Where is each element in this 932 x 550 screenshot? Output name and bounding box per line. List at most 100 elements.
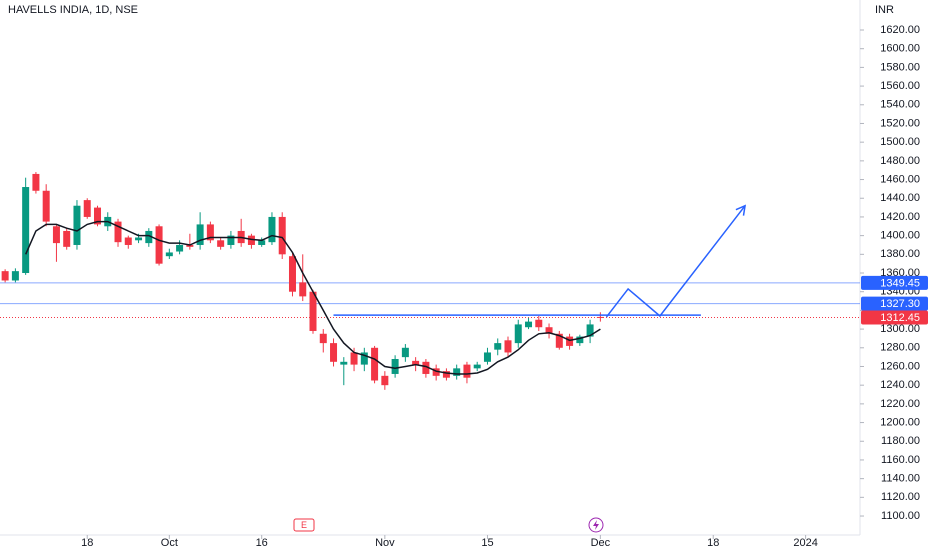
candle-body [93,207,101,225]
candle-body [483,352,491,362]
candle-body [196,224,204,245]
candle [525,317,533,330]
y-tick-label: 1520.00 [880,117,920,129]
candle [514,319,522,348]
earnings-event[interactable]: E [293,518,315,532]
candle-body [42,190,50,222]
x-tick-label: Oct [161,537,178,549]
candle [494,338,502,356]
candle-body [535,319,543,328]
candle [442,368,450,381]
y-tick-label: 1200.00 [880,416,920,428]
candle [217,237,225,250]
y-tick-label: 1420.00 [880,211,920,223]
candle [555,330,563,350]
candle [165,248,173,259]
level-label: 1327.30 [880,298,920,310]
candle-body [165,252,173,257]
candle [11,268,19,283]
candle-body [52,226,60,244]
candle [360,347,368,372]
candle [586,319,594,344]
candle-body [360,352,368,365]
candle [32,172,40,194]
candle [504,336,512,358]
candle [93,205,101,227]
y-tick-label: 1540.00 [880,99,920,111]
candle-body [278,216,286,255]
candle-body [473,364,481,369]
candle-body [124,237,132,245]
y-tick-label: 1460.00 [880,173,920,185]
candle-body [268,216,276,243]
candle [319,329,327,353]
event-badge [293,518,315,532]
candle-body [432,368,440,376]
candle-body [319,333,327,344]
candle-body [422,361,430,374]
candle [463,361,471,384]
projection-path [605,205,746,318]
candle [73,200,81,250]
candle [566,333,574,350]
candle [299,254,307,302]
candle [422,359,430,378]
last-price-label: 1312.45 [880,312,920,324]
candle-body [412,360,420,365]
candle-body [83,200,91,217]
last-price-box [861,310,928,325]
candle [52,224,60,262]
moving-average [25,220,601,375]
y-tick-label: 1260.00 [880,360,920,372]
candle-body [391,359,399,374]
candle-body [73,205,81,245]
y-tick-label: 1440.00 [880,192,920,204]
candle-body [401,347,409,358]
candle-body [63,230,71,247]
candle [371,345,379,384]
candle-body [494,343,502,350]
candle [247,233,255,249]
x-tick-label: 15 [481,537,493,549]
candle [340,357,348,386]
candle-body [442,371,450,378]
y-tick-label: 1240.00 [880,379,920,391]
candle [83,198,91,219]
arrow-head [735,204,747,216]
x-tick-label: 18 [707,537,719,549]
candle-body [11,271,19,281]
news-event[interactable] [588,517,604,533]
candle-body [596,316,604,318]
candle-body [247,235,255,245]
candle [288,252,296,297]
candle-body [453,368,461,376]
candle-body [463,364,471,378]
candle-body [155,226,163,264]
candle-body [514,324,522,344]
candle-body [545,327,553,334]
candle-body [227,235,235,245]
candle-body [258,240,266,245]
y-tick-label: 1600.00 [880,43,920,55]
candle-body [32,173,40,191]
candle [278,212,286,259]
chart-title: HAVELLS INDIA, 1D, NSE [8,4,138,16]
candle-body [1,271,9,281]
candle [227,230,235,249]
y-tick-label: 1140.00 [881,473,920,485]
currency-label: INR [875,4,894,16]
candle [186,233,194,250]
y-tick-label: 1560.00 [880,80,920,92]
event-label: E [301,520,307,530]
level-box [861,296,928,311]
candle-body [350,352,358,365]
candle [483,347,491,365]
candle [22,177,30,275]
candle-body [504,340,512,353]
candle-body [288,256,296,292]
candle-body [371,347,379,381]
candle-body [22,187,30,274]
candle [145,228,153,247]
